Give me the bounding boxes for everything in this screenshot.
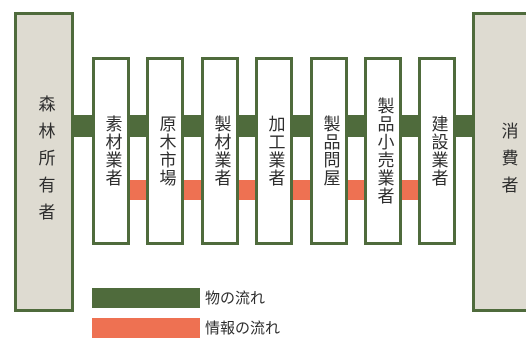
- goods-flow-connector: [291, 115, 310, 137]
- info-flow-connector: [237, 180, 255, 200]
- processor-box: 加工業者: [255, 57, 293, 245]
- builder-box: 建設業者: [418, 57, 456, 245]
- info-flow-legend-label: 情報の流れ: [205, 319, 281, 337]
- consumer-box: 消費者: [472, 12, 526, 312]
- info-flow-connector: [128, 180, 146, 200]
- log-market-box: 原木市場: [146, 57, 184, 245]
- goods-flow-connector: [237, 115, 255, 137]
- goods-flow-connector: [72, 115, 93, 137]
- info-flow-connector: [400, 180, 419, 200]
- info-flow-legend-swatch: [92, 318, 200, 338]
- goods-flow-connector: [455, 115, 474, 137]
- goods-flow-legend-label: 物の流れ: [205, 289, 266, 307]
- info-flow-connector: [346, 180, 364, 200]
- goods-flow-legend-swatch: [92, 288, 200, 308]
- forest-owner-box: 森林所有者: [14, 12, 74, 312]
- wholesaler-box: 製品問屋: [310, 57, 348, 245]
- retailer-box: 製品小売業者: [364, 57, 402, 245]
- goods-flow-connector: [182, 115, 201, 137]
- goods-flow-connector: [400, 115, 419, 137]
- sawmill-box: 製材業者: [201, 57, 239, 245]
- goods-flow-connector: [346, 115, 364, 137]
- info-flow-connector: [182, 180, 201, 200]
- info-flow-connector: [291, 180, 310, 200]
- log-producer-box: 素材業者: [92, 57, 130, 245]
- goods-flow-connector: [128, 115, 146, 137]
